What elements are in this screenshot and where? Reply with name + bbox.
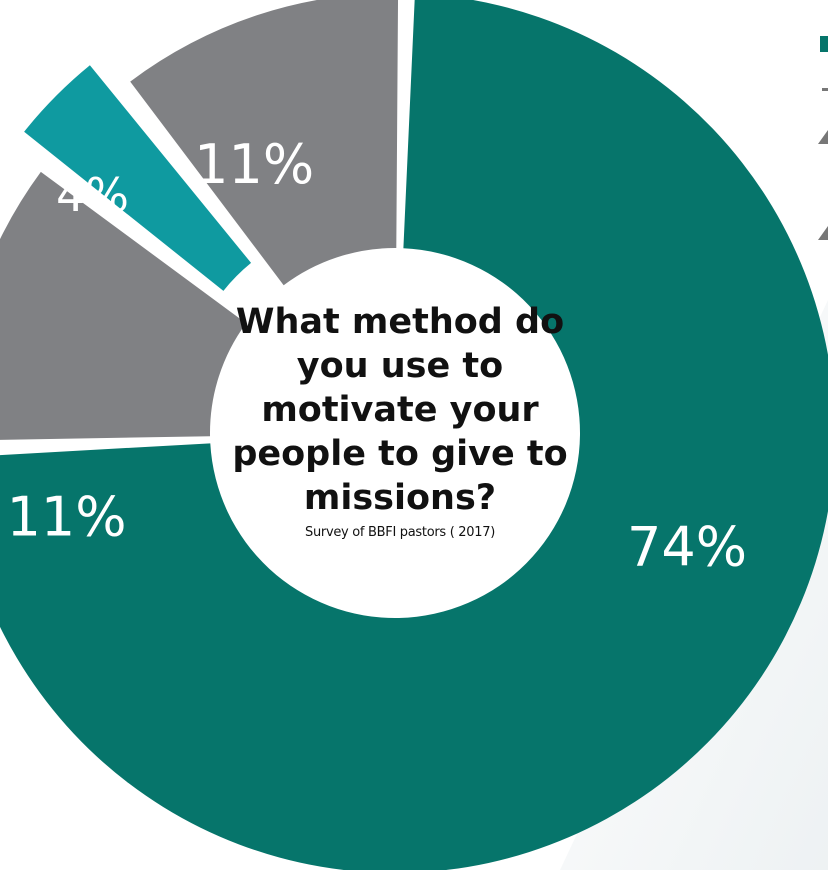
chart-subtitle: Survey of BBFI pastors ( 2017) <box>305 525 495 540</box>
chart-center-label: What method do you use to motivate your … <box>220 300 580 542</box>
slice-label-2: 4% <box>56 168 129 222</box>
slice-label-3: 11% <box>194 133 314 196</box>
slice-label-0: 74% <box>627 516 747 579</box>
chart-title: What method do you use to motivate your … <box>232 302 568 518</box>
donut-slice-2 <box>24 65 252 291</box>
donut-slice-1 <box>0 171 247 440</box>
decorative-edge-marks <box>818 36 828 240</box>
donut-slice-3 <box>130 0 399 286</box>
slice-label-1: 11% <box>7 486 127 549</box>
